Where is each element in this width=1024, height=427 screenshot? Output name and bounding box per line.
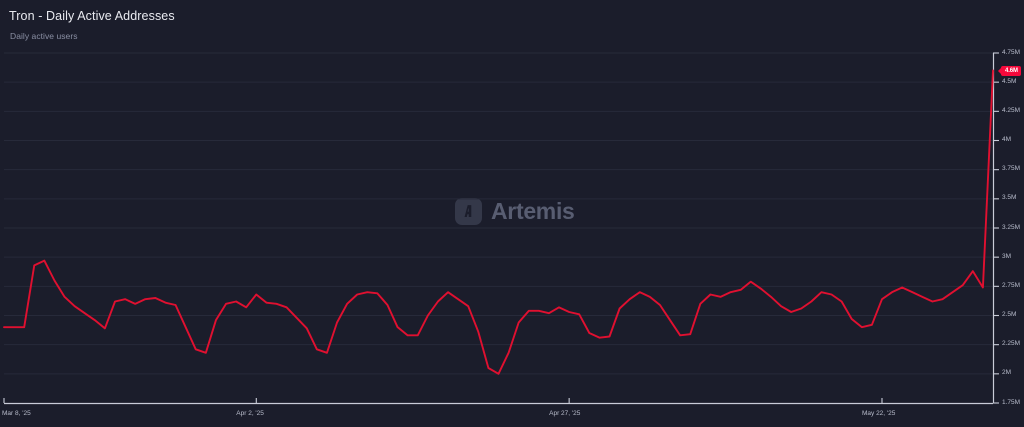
y-axis-tick-label: 2M [1002, 369, 1012, 377]
y-axis-tick-label: 3.25M [1002, 223, 1021, 231]
last-value-badge: 4.6M [1001, 65, 1021, 76]
chart-title: Tron - Daily Active Addresses [9, 9, 175, 23]
y-axis-tick-label: 4.5M [1002, 77, 1017, 85]
gridlines [4, 52, 993, 375]
x-axis-tick-label: Apr 27, '25 [549, 410, 581, 417]
y-axis-tick-label: 2.25M [1002, 340, 1021, 348]
x-axis-tick-label: Apr 2, '25 [236, 410, 264, 417]
x-axis-tick-label: Mar 8, '25 [2, 410, 31, 417]
y-axis-tick-label: 3.5M [1002, 194, 1017, 202]
x-axis-ticks [3, 398, 883, 403]
chart-subtitle: Daily active users [10, 31, 78, 41]
y-axis-tick-label: 3M [1002, 252, 1012, 260]
y-axis-tick-label: 2.5M [1002, 311, 1017, 318]
y-axis-tick-label: 4.25M [1002, 106, 1021, 114]
series-line-daily-active-users [3, 69, 994, 375]
y-axis-tick-label: 4.75M [1002, 48, 1021, 56]
y-axis-tick-label: 4M [1002, 136, 1012, 143]
y-axis-tick-label: 2.75M [1002, 281, 1021, 289]
y-axis-tick-label: 3.75M [1002, 165, 1021, 173]
x-axis-tick-label: May 22, '25 [861, 410, 896, 417]
y-axis-tick-label: 1.75M [1002, 398, 1021, 406]
y-axis-ticks [993, 52, 999, 404]
